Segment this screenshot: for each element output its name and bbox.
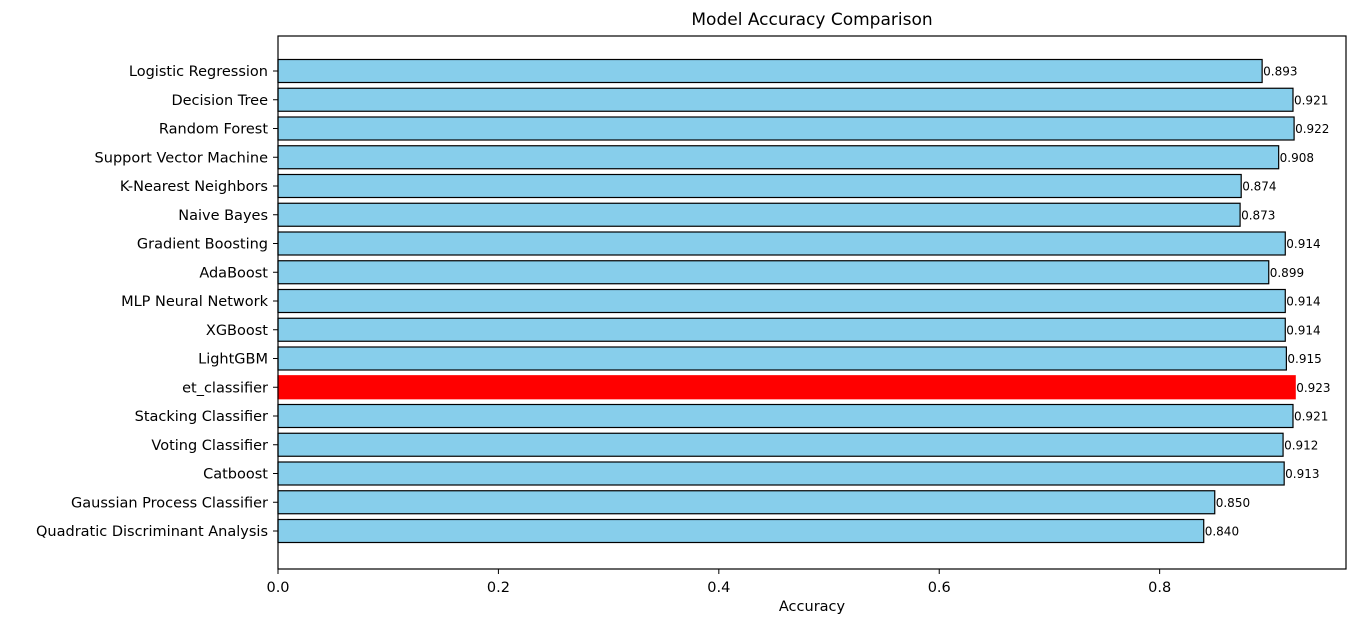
category-labels: Logistic Regression Decision Tree Random F… <box>36 64 278 540</box>
bar-gradient-boosting <box>277 231 1286 256</box>
x-tick-label: 0.2 <box>487 580 510 596</box>
value-label-quadratic-discriminant-analysis: 0.840 <box>1205 525 1239 539</box>
category-label-random-forest: Random Forest <box>159 122 268 138</box>
value-label-xgboost: 0.914 <box>1286 323 1320 337</box>
x-tick-label: 0.8 <box>1148 580 1171 596</box>
category-label-gaussian-process-classifier: Gaussian Process Classifier <box>71 495 268 511</box>
category-label-adaboost: AdaBoost <box>199 265 268 281</box>
category-label-catboost: Catboost <box>203 467 268 483</box>
category-label-naive-bayes: Naive Bayes <box>178 208 268 224</box>
bar-mlp-neural-network <box>277 288 1286 314</box>
value-label-mlp-neural-network: 0.914 <box>1286 295 1320 309</box>
value-label-logistic-regression: 0.893 <box>1263 65 1297 79</box>
bar-quadratic-discriminant-analysis <box>277 518 1205 544</box>
x-axis-ticks: 0.0 0.2 0.4 0.6 0.8 <box>266 569 1171 596</box>
plot-frame <box>277 35 1347 570</box>
bar-et-classifier <box>277 375 1296 400</box>
value-label-voting-classifier: 0.912 <box>1284 438 1318 452</box>
chart-title: Model Accuracy Comparison <box>691 10 932 30</box>
value-label-stacking-classifier: 0.921 <box>1294 410 1328 424</box>
category-label-gradient-boosting: Gradient Boosting <box>137 237 268 253</box>
bar-stacking-classifier <box>277 403 1294 429</box>
category-label-et-classifier: et_classifier <box>182 380 268 396</box>
x-tick-label: 0.0 <box>266 580 289 596</box>
category-label-k-nearest-neighbors: K-Nearest Neighbors <box>120 179 268 195</box>
bar-random-forest <box>277 116 1295 141</box>
bar-catboost <box>277 461 1285 486</box>
value-label-random-forest: 0.922 <box>1295 122 1329 136</box>
category-label-stacking-classifier: Stacking Classifier <box>135 409 268 425</box>
bar-support-vector-machine <box>277 145 1280 170</box>
value-label-lightgbm: 0.915 <box>1287 352 1321 366</box>
category-label-quadratic-discriminant-analysis: Quadratic Discriminant Analysis <box>36 524 268 540</box>
category-label-decision-tree: Decision Tree <box>171 93 268 109</box>
x-axis-label: Accuracy <box>779 599 846 615</box>
value-label-support-vector-machine: 0.908 <box>1280 151 1314 165</box>
bar-naive-bayes <box>277 202 1241 227</box>
bar-xgboost <box>277 317 1286 342</box>
value-label-decision-tree: 0.921 <box>1294 93 1328 107</box>
value-labels: 0.893 0.921 0.922 0.908 0.874 0.873 0.914 0.899… <box>1205 65 1331 539</box>
category-label-support-vector-machine: Support Vector Machine <box>95 150 269 166</box>
value-label-gaussian-process-classifier: 0.850 <box>1216 496 1250 510</box>
value-label-naive-bayes: 0.873 <box>1241 208 1275 222</box>
x-tick-label: 0.4 <box>707 580 730 596</box>
bar-lightgbm <box>277 346 1287 371</box>
value-label-gradient-boosting: 0.914 <box>1286 237 1320 251</box>
category-label-lightgbm: LightGBM <box>198 352 268 368</box>
category-label-voting-classifier: Voting Classifier <box>151 438 268 454</box>
category-label-logistic-regression: Logistic Regression <box>129 64 268 80</box>
value-label-k-nearest-neighbors: 0.874 <box>1242 180 1276 194</box>
bar-gaussian-process-classifier <box>277 490 1216 515</box>
value-label-catboost: 0.913 <box>1285 467 1319 481</box>
bar-k-nearest-neighbors <box>277 173 1242 199</box>
bars-layer <box>277 58 1296 544</box>
bar-adaboost <box>277 260 1270 285</box>
value-label-adaboost: 0.899 <box>1270 266 1304 280</box>
category-label-mlp-neural-network: MLP Neural Network <box>121 294 269 310</box>
bar-decision-tree <box>277 87 1294 112</box>
bar-logistic-regression <box>277 58 1263 84</box>
value-label-et-classifier: 0.923 <box>1296 381 1330 395</box>
category-label-xgboost: XGBoost <box>206 323 268 339</box>
x-tick-label: 0.6 <box>928 580 951 596</box>
bar-voting-classifier <box>277 432 1284 457</box>
